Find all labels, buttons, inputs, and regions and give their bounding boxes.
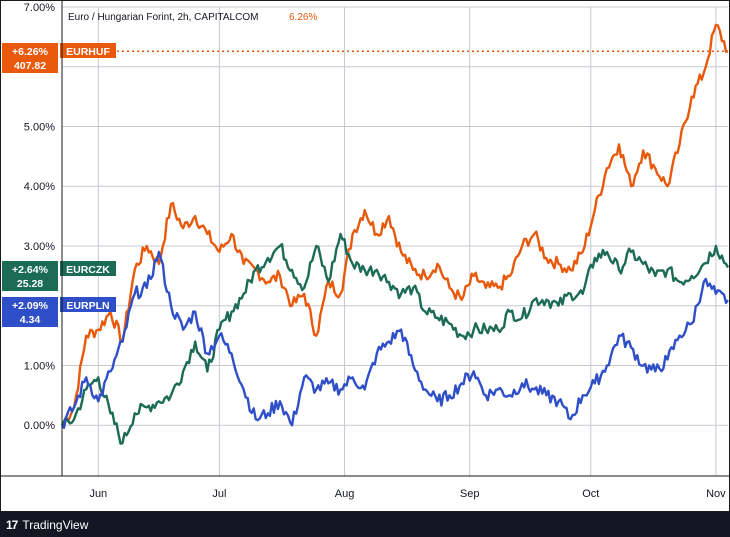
footer-bar: 17 TradingView (0, 512, 730, 537)
symbol-change: 6.26% (289, 12, 317, 23)
ticker-tag-box (60, 297, 116, 312)
series-line-eurczk (60, 232, 730, 445)
price-label-layer: +6.26% 407.82 EURHUF +2.64% 25.28 EURCZK +2.09… (2, 43, 116, 327)
price-label-eurpln: +2.09% 4.34 EURPLN (2, 297, 116, 327)
x-tick-label: Nov (706, 488, 726, 500)
series-layer (60, 23, 730, 445)
x-tick-label: Jul (212, 488, 226, 500)
price-label-price: 25.28 (17, 278, 43, 290)
ticker-tag-label: EURCZK (66, 264, 110, 276)
plot-background (0, 0, 730, 512)
x-tick-label: Oct (582, 488, 599, 500)
y-tick-label: 5.00% (24, 121, 55, 133)
tradingview-mark-icon: 17 (6, 517, 18, 532)
series-line-eurpln (61, 250, 729, 429)
price-label-eurczk: +2.64% 25.28 EURCZK (2, 261, 116, 291)
price-label-box (2, 297, 58, 327)
y-tick-label: 7.00% (24, 2, 55, 14)
x-tick-label: Jun (89, 488, 107, 500)
ticker-tag-box (60, 261, 116, 276)
series-line-eurhuf (61, 23, 729, 426)
grid-layer (62, 6, 728, 476)
x-axis: Jun Jul Aug Sep Oct Nov (0, 475, 730, 500)
tradingview-brand: TradingView (22, 517, 89, 532)
x-tick-label: Sep (460, 488, 480, 500)
y-tick-label: 4.00% (24, 181, 55, 193)
ticker-tag-label: EURPLN (66, 300, 109, 312)
tradingview-logo[interactable]: 17 TradingView (6, 517, 88, 532)
y-tick-label: 3.00% (24, 241, 55, 253)
ticker-tag-box (60, 43, 116, 58)
price-label-eurhuf: +6.26% 407.82 EURHUF (2, 43, 116, 73)
price-label-price: 4.34 (20, 314, 41, 326)
price-label-change: +2.09% (12, 300, 49, 312)
price-label-change: +2.64% (12, 264, 49, 276)
y-tick-label: 0.00% (24, 420, 55, 432)
price-label-price: 407.82 (14, 60, 46, 72)
price-label-box (2, 261, 58, 291)
chart-svg[interactable]: 0.00%1.00%2.00%3.00%4.00%5.00%6.00%7.00%… (0, 0, 730, 512)
x-tick-label: Aug (335, 488, 355, 500)
y-tick-label: 1.00% (24, 360, 55, 372)
price-label-box (2, 43, 58, 73)
ticker-tag-label: EURHUF (66, 46, 110, 58)
price-label-change: +6.26% (12, 46, 49, 58)
symbol-title: Euro / Hungarian Forint, 2h, CAPITALCOM (68, 12, 258, 23)
